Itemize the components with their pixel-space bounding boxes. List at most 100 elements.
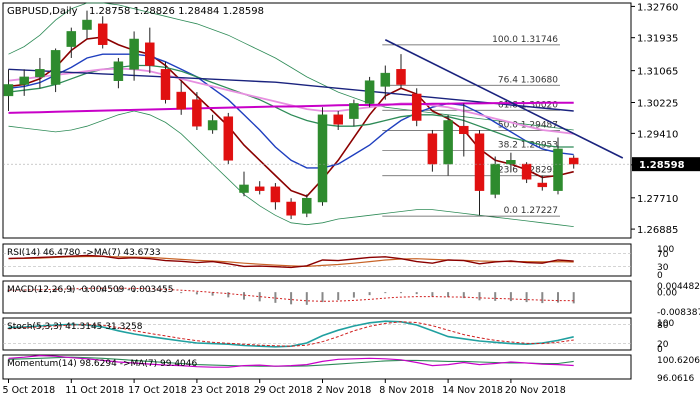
macd-histogram-bar	[368, 292, 371, 296]
macd-histogram-bar	[70, 287, 73, 293]
candle-bear	[160, 69, 171, 100]
candle-bull	[302, 197, 312, 214]
ma-pink-line	[8, 67, 574, 135]
x-tick-label: 8 Nov 2018	[379, 385, 434, 396]
candle-bear	[97, 23, 108, 45]
macd-histogram-bar	[243, 292, 245, 300]
stoch-d-line	[8, 321, 574, 347]
x-tick-label: 11 Oct 2018	[65, 385, 124, 396]
macd-histogram-bar	[541, 292, 544, 304]
y-tick-label: 1.31935	[637, 34, 678, 45]
macd-histogram-bar	[38, 289, 41, 293]
y-tick-label: 1.27710	[637, 194, 678, 205]
macd-histogram-bar	[337, 292, 340, 301]
candle-bull	[82, 19, 92, 30]
momentum-line	[8, 354, 574, 368]
candle-bull	[207, 120, 218, 131]
macd-histogram-bar	[101, 287, 104, 293]
y-tick-label: 1.26885	[637, 225, 678, 236]
fib-level-label: 38.2 1.28953	[498, 141, 558, 151]
y-tick-label: 1.31065	[637, 67, 678, 78]
macd-histogram-bar	[164, 291, 167, 293]
fib-level-label: 0.0 1.27227	[504, 206, 558, 216]
ma-magenta-line	[8, 101, 574, 114]
candle-bear	[192, 99, 202, 127]
candle-bear	[396, 69, 406, 85]
candle-bull	[317, 114, 328, 203]
macd-histogram-bar	[148, 290, 151, 293]
stoch-tick-label: 20	[657, 340, 669, 350]
y-tick-label: 1.32760	[637, 2, 678, 13]
candle-bear	[333, 114, 343, 125]
bollinger-upper-line	[8, 2, 574, 131]
rsi-tick-label: 100	[657, 245, 674, 255]
candle-bear	[254, 186, 265, 191]
symbol-header: GBPUSD,Daily	[7, 6, 78, 17]
candle-bear	[521, 163, 532, 180]
rsi-line	[8, 254, 574, 269]
candle-bull	[239, 184, 249, 193]
macd-histogram-bar	[415, 292, 418, 295]
y-tick-label: 1.30225	[637, 98, 678, 109]
x-tick-label: 23 Oct 2018	[191, 385, 250, 396]
macd-histogram-bar	[274, 292, 277, 303]
current-price-box	[632, 157, 700, 172]
candle-bull	[50, 50, 61, 85]
stoch-tick-label: 0	[657, 345, 663, 355]
candle-bull	[3, 84, 14, 97]
rsi-tick-label: 30	[657, 263, 669, 273]
fib-level-label: 100.0 1.31746	[492, 35, 558, 45]
macd-histogram-bar	[557, 292, 559, 303]
stoch-tick-label: 80	[657, 321, 669, 331]
macd-histogram-bar	[227, 292, 230, 298]
y-tick-label: 1.29410	[637, 129, 678, 140]
macd-histogram-bar	[7, 289, 10, 293]
candle-bull	[35, 69, 45, 78]
macd-histogram-bar	[180, 292, 183, 294]
candle-bear	[459, 125, 469, 135]
bollinger-lower-line	[8, 110, 574, 227]
macd-histogram-bar	[352, 292, 355, 298]
macd-histogram-bar	[509, 292, 512, 302]
macd-histogram-bar	[447, 292, 450, 298]
macd-histogram-bar	[431, 292, 434, 297]
x-tick-label: 14 Nov 2018	[442, 385, 503, 396]
rsi-pane-frame	[2, 243, 632, 277]
macd-tick-label: -0.008387	[657, 308, 700, 318]
candle-bull	[129, 38, 139, 70]
rsi-tick-label: 70	[657, 250, 669, 260]
candle-bull	[349, 103, 359, 119]
stoch-label: Stoch(5,3,3) 41.3145 31.3258	[7, 322, 143, 332]
candle-bull	[380, 72, 391, 87]
candle-bull	[364, 80, 375, 104]
candle-bear	[568, 157, 579, 165]
momentum-label: Momentum(14) 98.6294 ->MA(7) 99.4046	[7, 359, 198, 369]
stoch-tick-label: 100	[657, 319, 674, 329]
x-tick-label: 2 Nov 2018	[317, 385, 372, 396]
macd-histogram-bar	[494, 292, 497, 301]
candle-bull	[19, 76, 29, 85]
x-tick-label: 17 Oct 2018	[128, 385, 187, 396]
x-tick-label: 5 Oct 2018	[3, 385, 56, 396]
x-tick-label: 29 Oct 2018	[254, 385, 313, 396]
macd-histogram-bar	[23, 289, 26, 293]
candle-bear	[176, 91, 186, 110]
current-price-label: 1.28598	[639, 160, 685, 171]
macd-histogram-bar	[525, 292, 528, 303]
macd-histogram-bar	[462, 292, 465, 299]
macd-histogram-bar	[305, 292, 308, 305]
fib-level-label: 61.8 1.30020	[498, 100, 558, 110]
rsi-tick-label: 0	[657, 271, 663, 281]
candle-bear	[145, 42, 155, 66]
macd-histogram-bar	[384, 292, 387, 294]
macd-histogram-bar	[572, 292, 575, 304]
ma-navy-line	[8, 68, 574, 112]
candle-bull	[490, 163, 500, 195]
candle-bear	[286, 201, 296, 216]
macd-histogram-bar	[258, 292, 261, 302]
macd-histogram-bar	[133, 289, 136, 293]
macd-histogram-bar	[117, 288, 120, 293]
rsi-label: RSI(14) 46.4780 ->MA(7) 43.6733	[7, 248, 161, 258]
